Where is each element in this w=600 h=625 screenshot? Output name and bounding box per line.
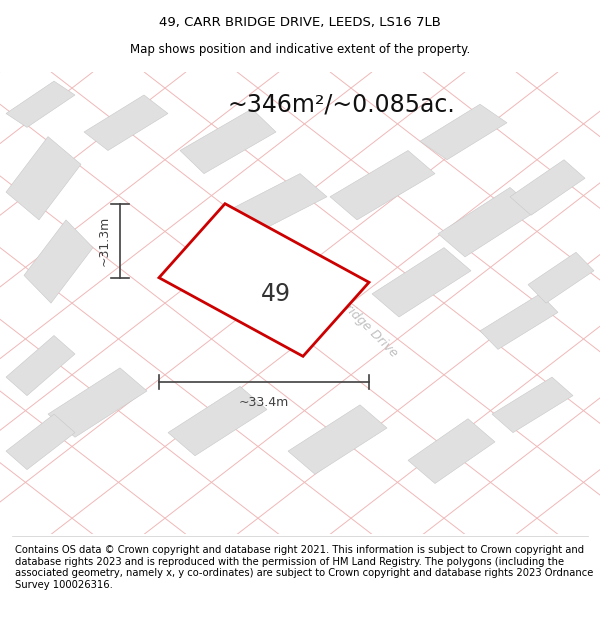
Text: Contains OS data © Crown copyright and database right 2021. This information is : Contains OS data © Crown copyright and d… — [15, 545, 593, 590]
Polygon shape — [6, 137, 81, 220]
Polygon shape — [408, 419, 495, 484]
Text: Map shows position and indicative extent of the property.: Map shows position and indicative extent… — [130, 43, 470, 56]
Polygon shape — [48, 368, 147, 438]
Polygon shape — [24, 220, 93, 303]
Polygon shape — [159, 204, 369, 356]
Polygon shape — [84, 95, 168, 151]
Polygon shape — [510, 160, 585, 215]
Polygon shape — [330, 151, 435, 220]
Text: ~31.3m: ~31.3m — [98, 216, 111, 266]
Polygon shape — [420, 104, 507, 160]
Polygon shape — [528, 253, 594, 303]
Polygon shape — [6, 81, 75, 127]
Text: Carr Bridge Drive: Carr Bridge Drive — [314, 274, 400, 360]
Polygon shape — [180, 109, 276, 174]
Text: 49, CARR BRIDGE DRIVE, LEEDS, LS16 7LB: 49, CARR BRIDGE DRIVE, LEEDS, LS16 7LB — [159, 16, 441, 29]
Polygon shape — [492, 377, 573, 432]
Polygon shape — [6, 414, 75, 469]
Polygon shape — [168, 386, 267, 456]
Polygon shape — [210, 174, 327, 243]
Text: 49: 49 — [261, 282, 291, 306]
Polygon shape — [480, 294, 558, 349]
Polygon shape — [372, 248, 471, 317]
Text: ~346m²/~0.085ac.: ~346m²/~0.085ac. — [228, 92, 456, 117]
Text: ~33.4m: ~33.4m — [239, 396, 289, 409]
Polygon shape — [288, 405, 387, 474]
Polygon shape — [438, 188, 537, 257]
Polygon shape — [6, 336, 75, 396]
